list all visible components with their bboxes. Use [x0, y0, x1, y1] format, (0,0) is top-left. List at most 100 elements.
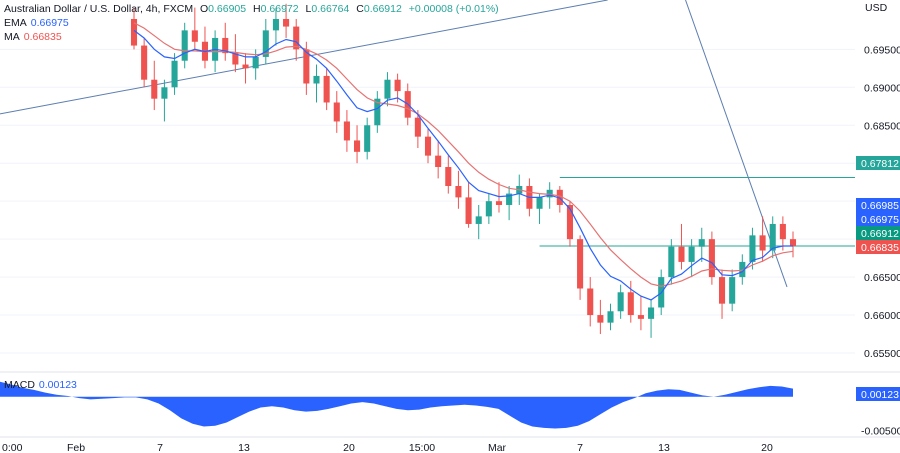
price-badge — [856, 212, 900, 226]
candle-body[interactable] — [698, 239, 705, 247]
candle-body[interactable] — [242, 64, 249, 69]
candle-body[interactable] — [343, 121, 350, 141]
candle-body[interactable] — [566, 204, 573, 240]
change-value: +0.00008 (+0.01%) — [408, 3, 499, 15]
price-badge-label: 0.66975 — [861, 214, 899, 226]
candle-body[interactable] — [283, 18, 290, 27]
candle-body[interactable] — [141, 45, 148, 80]
candle-body[interactable] — [506, 193, 513, 205]
ema-line — [133, 29, 793, 301]
open-label: O — [199, 3, 209, 15]
close-value: 0.66912 — [363, 3, 402, 15]
candle-body[interactable] — [769, 223, 776, 251]
candle-body[interactable] — [789, 239, 797, 246]
price-badge — [856, 226, 900, 240]
ema-legend[interactable]: EMA 0.66975 — [4, 16, 69, 30]
ma-line — [133, 22, 794, 287]
x-tick-label: 7 — [577, 442, 583, 453]
macd-area — [0, 381, 793, 429]
y-tick-label: 0.66000 — [864, 310, 900, 322]
y-tick-label: 0.68500 — [864, 120, 900, 132]
price-badge-label: 0.66985 — [861, 200, 899, 212]
candle-body[interactable] — [303, 49, 310, 84]
candle-body[interactable] — [323, 75, 330, 103]
candle-body[interactable] — [272, 18, 279, 31]
candle-body[interactable] — [739, 261, 746, 278]
candle-body[interactable] — [191, 30, 198, 42]
time-axis[interactable]: 0:00 Feb 7 13 20 15:00 Mar 7 13 20 — [0, 436, 900, 453]
horizontal-levels[interactable] — [539, 176, 855, 247]
candle-body[interactable] — [435, 155, 442, 168]
candle-body[interactable] — [749, 235, 756, 262]
candle-body[interactable] — [759, 235, 766, 251]
candle-body[interactable] — [424, 136, 432, 156]
candle-body[interactable] — [252, 56, 259, 69]
candle-body[interactable] — [718, 277, 726, 304]
candle-body[interactable] — [678, 246, 685, 262]
x-tick-label: 13 — [658, 442, 670, 453]
candle-body[interactable] — [161, 87, 168, 99]
candle-body[interactable] — [130, 18, 138, 46]
candle-body[interactable] — [617, 292, 624, 312]
ma-value: 0.66835 — [23, 31, 62, 43]
candle-body[interactable] — [384, 79, 391, 99]
candle-body[interactable] — [587, 288, 594, 316]
high-value: 0.66972 — [260, 3, 299, 15]
candle-body[interactable] — [729, 277, 736, 304]
candle-body[interactable] — [597, 315, 604, 323]
candle-body[interactable] — [394, 79, 401, 92]
candle-body[interactable] — [455, 186, 462, 198]
x-tick-label: 7 — [157, 442, 163, 453]
candle-body[interactable] — [688, 246, 695, 262]
candle-body[interactable] — [668, 246, 675, 278]
open-value: 0.66905 — [208, 3, 247, 15]
macd-badge-label: 0.00123 — [861, 389, 899, 401]
macd-label: MACD — [4, 379, 35, 391]
candle-body[interactable] — [171, 60, 178, 88]
price-badge — [856, 240, 900, 254]
symbol-title: Australian Dollar / U.S. Dollar, 4h, FXC… — [4, 3, 194, 15]
candle-body[interactable] — [232, 53, 239, 65]
candle-body[interactable] — [465, 197, 472, 224]
candle-body[interactable] — [181, 30, 188, 61]
candle-body[interactable] — [495, 201, 503, 205]
candle-body[interactable] — [577, 239, 584, 289]
candle-body[interactable] — [475, 216, 482, 224]
candle-body[interactable] — [222, 37, 229, 54]
candle-body[interactable] — [354, 140, 361, 152]
ema-value: 0.66975 — [30, 17, 69, 29]
candle-body[interactable] — [313, 75, 320, 84]
candle-body[interactable] — [648, 307, 655, 319]
candle-body[interactable] — [445, 167, 452, 186]
candle-body[interactable] — [364, 125, 371, 152]
price-badge — [856, 198, 900, 212]
candle-body[interactable] — [333, 102, 340, 122]
price-badge-label: 0.66835 — [861, 242, 899, 254]
ma-legend[interactable]: MA 0.66835 — [4, 30, 62, 44]
y-tick-label: 0.69000 — [864, 82, 900, 94]
macd-legend[interactable]: MACD 0.00123 — [4, 378, 77, 392]
x-tick-label: 0:00 — [2, 442, 23, 453]
candle-body[interactable] — [556, 189, 563, 205]
candle-body[interactable] — [536, 197, 543, 209]
candle-body[interactable] — [374, 98, 381, 126]
candle-body[interactable] — [293, 26, 300, 50]
chart-header: Australian Dollar / U.S. Dollar, 4h, FXC… — [4, 2, 499, 16]
candle-body[interactable] — [779, 223, 786, 240]
candle-body[interactable] — [151, 79, 158, 99]
ema-label: EMA — [4, 17, 27, 29]
x-tick-label: 20 — [761, 442, 773, 453]
candle-body[interactable] — [607, 311, 614, 323]
candle-body[interactable] — [414, 117, 421, 137]
candle-body[interactable] — [546, 189, 553, 198]
candle-body[interactable] — [262, 30, 269, 57]
candle-body[interactable] — [485, 201, 492, 217]
candle-body[interactable] — [637, 315, 644, 319]
candle-body[interactable] — [627, 292, 634, 316]
ma-label: MA — [4, 31, 20, 43]
x-tick-label: 15:00 — [409, 442, 435, 453]
candle-body[interactable] — [708, 239, 715, 278]
price-axis[interactable]: 0.695000.690000.685000.680000.675000.670… — [856, 44, 900, 360]
